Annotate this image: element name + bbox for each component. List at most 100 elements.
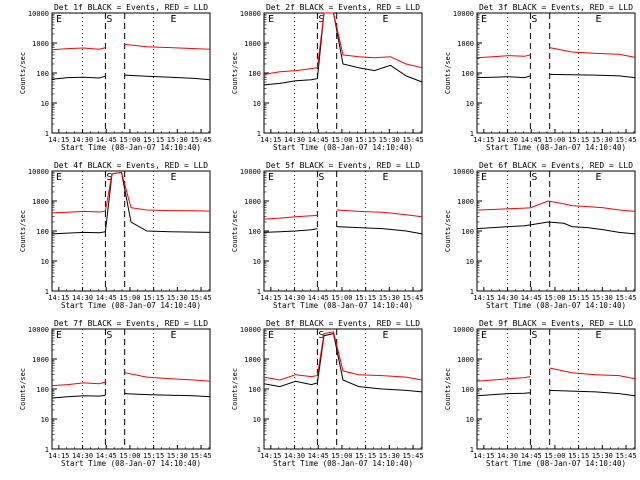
y-tick-label: 1000 <box>457 40 474 48</box>
x-tick-label: 15:00 <box>119 452 140 460</box>
x-tick-label: 14:30 <box>284 294 305 302</box>
x-tick-label: 14:15 <box>48 294 69 302</box>
marker-label: E <box>596 330 602 341</box>
x-tick-label: 15:15 <box>568 452 589 460</box>
y-tick-label: 1 <box>45 130 49 138</box>
x-tick-label: 15:30 <box>167 452 188 460</box>
detector-panel-2: Det 2f BLACK = Events, RED = LLD 1 10 100 10… <box>231 3 424 152</box>
x-tick-label: 15:00 <box>119 136 140 144</box>
x-tick-label: 15:30 <box>379 136 400 144</box>
marker-label: S <box>531 172 537 183</box>
x-tick-label: 15:00 <box>331 294 352 302</box>
y-tick-label: 1000 <box>244 40 261 48</box>
y-tick-label: 10 <box>253 100 261 108</box>
y-tick-label: 1 <box>470 446 474 454</box>
series-line-events <box>263 333 423 393</box>
series-line-lld <box>476 200 636 212</box>
series-line-lld <box>51 372 211 387</box>
y-tick-label: 10000 <box>240 326 261 334</box>
plot-frame <box>51 170 211 292</box>
series-line-lld <box>263 12 423 75</box>
plot-frame <box>51 12 211 134</box>
x-tick-label: 15:30 <box>592 452 613 460</box>
y-axis-label: Counts/sec <box>19 210 27 252</box>
y-tick-label: 10 <box>253 416 261 424</box>
series-line-lld <box>51 43 211 51</box>
x-tick-label: 14:15 <box>260 294 281 302</box>
x-tick-label: 14:30 <box>497 136 518 144</box>
x-tick-label: 14:45 <box>308 136 329 144</box>
marker-label: S <box>318 172 324 183</box>
x-tick-label: 15:15 <box>568 136 589 144</box>
detector-panel-9: Det 9f BLACK = Events, RED = LLD 1 10 100 10… <box>444 319 637 468</box>
x-tick-label: 15:30 <box>379 294 400 302</box>
marker-label: E <box>171 14 177 25</box>
y-tick-label: 1 <box>257 130 261 138</box>
x-tick-label: 15:45 <box>616 136 637 144</box>
panel-title: Det 4f BLACK = Events, RED = LLD <box>54 161 208 170</box>
x-tick-label: 14:30 <box>284 136 305 144</box>
series-line-lld <box>263 331 423 381</box>
y-tick-label: 1000 <box>457 198 474 206</box>
y-axis-label: Counts/sec <box>19 52 27 94</box>
y-tick-label: 100 <box>36 70 49 78</box>
x-tick-label: 15:00 <box>331 452 352 460</box>
marker-label: E <box>268 172 274 183</box>
panel-title: Det 9f BLACK = Events, RED = LLD <box>479 319 633 328</box>
x-axis-label: Start Time (08-Jan-07 14:10:40) <box>273 459 413 468</box>
x-tick-label: 14:30 <box>497 294 518 302</box>
x-tick-label: 15:45 <box>403 294 424 302</box>
plot-frame <box>263 12 423 134</box>
y-tick-label: 1000 <box>244 198 261 206</box>
marker-label: S <box>531 330 537 341</box>
marker-label: E <box>56 330 62 341</box>
y-tick-label: 10 <box>41 100 49 108</box>
y-tick-label: 1 <box>257 288 261 296</box>
y-tick-label: 10000 <box>453 168 474 176</box>
detector-panel-5: Det 5f BLACK = Events, RED = LLD 1 10 100 10… <box>231 161 424 310</box>
detector-panel-7: Det 7f BLACK = Events, RED = LLD 1 10 100 10… <box>19 319 212 468</box>
x-tick-label: 15:15 <box>143 136 164 144</box>
x-tick-label: 14:45 <box>521 136 542 144</box>
x-tick-label: 14:15 <box>473 452 494 460</box>
series-line-events <box>476 389 636 397</box>
y-tick-label: 10 <box>41 258 49 266</box>
y-tick-label: 1000 <box>32 198 49 206</box>
x-tick-label: 15:15 <box>355 136 376 144</box>
x-tick-label: 15:45 <box>616 452 637 460</box>
detector-panel-1: Det 1f BLACK = Events, RED = LLD 1 10 100 10… <box>19 3 212 152</box>
x-tick-label: 14:15 <box>48 136 69 144</box>
series-line-lld <box>263 209 423 220</box>
y-tick-label: 1 <box>45 446 49 454</box>
x-tick-label: 14:45 <box>521 294 542 302</box>
x-axis-label: Start Time (08-Jan-07 14:10:40) <box>273 301 413 310</box>
panel-title: Det 5f BLACK = Events, RED = LLD <box>266 161 420 170</box>
y-tick-label: 1 <box>470 130 474 138</box>
y-tick-label: 100 <box>461 70 474 78</box>
y-tick-label: 10 <box>41 416 49 424</box>
y-tick-label: 10000 <box>28 326 49 334</box>
x-tick-label: 14:30 <box>497 452 518 460</box>
y-axis-label: Counts/sec <box>444 52 452 94</box>
series-line-events <box>263 226 423 235</box>
x-tick-label: 15:30 <box>592 294 613 302</box>
y-tick-label: 10 <box>466 100 474 108</box>
x-tick-label: 15:45 <box>616 294 637 302</box>
marker-label: E <box>383 172 389 183</box>
x-tick-label: 15:00 <box>544 136 565 144</box>
detector-panel-4: Det 4f BLACK = Events, RED = LLD 1 10 100 10… <box>19 161 212 310</box>
x-tick-label: 15:45 <box>403 452 424 460</box>
y-tick-label: 100 <box>36 386 49 394</box>
series-line-lld <box>51 171 211 214</box>
marker-label: S <box>531 14 537 25</box>
marker-label: E <box>268 14 274 25</box>
panel-title: Det 3f BLACK = Events, RED = LLD <box>479 3 633 12</box>
panel-title: Det 2f BLACK = Events, RED = LLD <box>266 3 420 12</box>
x-tick-label: 15:30 <box>379 452 400 460</box>
panel-title: Det 8f BLACK = Events, RED = LLD <box>266 319 420 328</box>
x-axis-label: Start Time (08-Jan-07 14:10:40) <box>61 301 201 310</box>
x-tick-label: 15:00 <box>544 294 565 302</box>
x-tick-label: 15:30 <box>167 136 188 144</box>
series-line-events <box>51 74 211 81</box>
x-tick-label: 14:30 <box>72 294 93 302</box>
